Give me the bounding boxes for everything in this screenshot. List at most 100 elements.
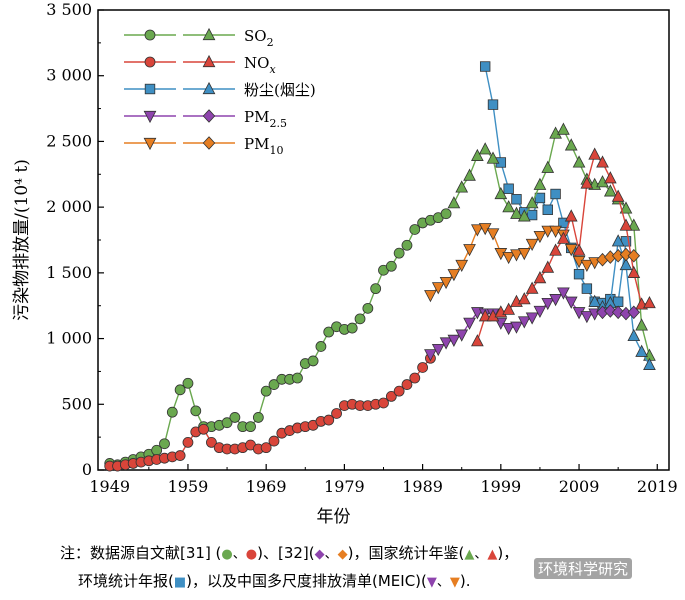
legend-label-sub: x bbox=[269, 63, 276, 76]
data-point bbox=[580, 311, 594, 324]
data-point bbox=[549, 294, 562, 307]
data-point bbox=[424, 290, 437, 303]
y-tick-label: 3 500 bbox=[46, 0, 92, 19]
data-point bbox=[517, 248, 531, 261]
data-point bbox=[471, 334, 484, 347]
y-tick-label: 2 500 bbox=[46, 131, 92, 150]
data-point bbox=[627, 328, 641, 342]
data-point bbox=[447, 196, 461, 209]
data-point bbox=[159, 438, 170, 450]
data-point bbox=[378, 397, 389, 409]
data-point bbox=[393, 385, 405, 397]
data-point bbox=[533, 305, 547, 319]
data-point bbox=[439, 276, 453, 290]
data-point bbox=[564, 209, 578, 222]
data-point bbox=[534, 192, 546, 204]
x-tick-label: 2009 bbox=[559, 477, 600, 496]
data-point bbox=[627, 218, 641, 231]
data-point bbox=[580, 259, 594, 273]
data-point bbox=[525, 196, 539, 209]
data-point bbox=[611, 305, 625, 320]
legend-label-main: PM bbox=[244, 108, 269, 126]
note-line1-prefix: 注：数据源自文献[31] ( bbox=[60, 544, 222, 562]
data-point bbox=[478, 142, 492, 155]
series-3-group bbox=[424, 287, 602, 362]
series-line bbox=[429, 227, 595, 296]
data-point bbox=[511, 194, 522, 205]
legend-item: SO2 bbox=[124, 27, 274, 49]
data-point bbox=[447, 269, 461, 282]
data-point bbox=[572, 243, 586, 256]
data-point bbox=[603, 171, 617, 184]
x-tick-label: 1969 bbox=[246, 477, 287, 496]
data-point bbox=[596, 155, 609, 168]
note-line1-mid2: )，国家统计年鉴( bbox=[347, 544, 465, 562]
note-line2-end: ). bbox=[459, 572, 471, 590]
data-point bbox=[564, 138, 578, 151]
x-tick-label: 1959 bbox=[168, 477, 209, 496]
data-point bbox=[182, 377, 194, 389]
data-point bbox=[385, 260, 397, 272]
data-point bbox=[346, 322, 358, 334]
data-point bbox=[557, 122, 570, 135]
y-tick-label: 500 bbox=[61, 394, 92, 413]
data-point bbox=[440, 208, 452, 220]
legend-label-sub: 2.5 bbox=[269, 117, 287, 130]
data-point bbox=[533, 271, 547, 284]
data-point bbox=[221, 417, 233, 429]
data-point bbox=[362, 302, 374, 314]
note-symbols-meic: ▼、▼ bbox=[426, 575, 460, 590]
data-point bbox=[588, 294, 602, 307]
data-point bbox=[604, 304, 617, 318]
x-tick-label: 1989 bbox=[402, 477, 443, 496]
series-6-group bbox=[471, 147, 656, 347]
data-point bbox=[525, 238, 539, 252]
data-point bbox=[502, 200, 516, 213]
legend-marker bbox=[202, 54, 216, 68]
note-line2-mid: )，以及中国多尺度排放清单(MEIC)( bbox=[186, 572, 427, 590]
data-point bbox=[517, 209, 531, 222]
data-point bbox=[541, 297, 555, 311]
data-point bbox=[424, 349, 437, 362]
data-point bbox=[494, 186, 508, 200]
data-point bbox=[354, 313, 366, 325]
y-tick-label: 0 bbox=[82, 460, 92, 479]
data-point bbox=[455, 259, 469, 273]
data-point bbox=[292, 372, 303, 384]
data-point bbox=[260, 442, 272, 454]
data-point bbox=[580, 176, 594, 189]
series-9-group bbox=[596, 247, 641, 267]
data-point bbox=[541, 260, 555, 273]
legend-label: 粉尘(烟尘) bbox=[244, 81, 316, 99]
data-point bbox=[268, 435, 280, 447]
legend-item: NOx bbox=[124, 54, 276, 76]
legend-marker bbox=[202, 27, 216, 41]
data-point bbox=[417, 362, 429, 373]
data-point bbox=[572, 155, 586, 168]
data-point bbox=[471, 148, 484, 161]
data-point bbox=[401, 379, 413, 390]
data-point bbox=[510, 321, 523, 334]
data-point bbox=[190, 405, 202, 417]
data-point bbox=[643, 296, 656, 309]
data-point bbox=[627, 265, 641, 278]
data-point bbox=[447, 334, 461, 347]
data-point bbox=[471, 224, 484, 237]
data-point bbox=[627, 305, 641, 320]
legend-item: PM2.5 bbox=[124, 108, 287, 130]
y-tick-label: 1 000 bbox=[46, 329, 92, 348]
legend-label: NOx bbox=[244, 54, 276, 76]
data-point bbox=[588, 147, 602, 160]
data-point bbox=[455, 180, 469, 193]
data-point bbox=[502, 251, 516, 265]
legend-marker bbox=[143, 110, 157, 124]
data-point bbox=[182, 436, 194, 448]
data-point bbox=[557, 231, 570, 244]
data-point bbox=[643, 357, 656, 370]
data-point bbox=[174, 384, 186, 396]
data-point bbox=[198, 423, 209, 435]
legend-label-main: 粉尘(烟尘) bbox=[244, 81, 316, 99]
data-point bbox=[619, 218, 633, 231]
data-point bbox=[549, 243, 562, 256]
data-point bbox=[502, 302, 516, 315]
